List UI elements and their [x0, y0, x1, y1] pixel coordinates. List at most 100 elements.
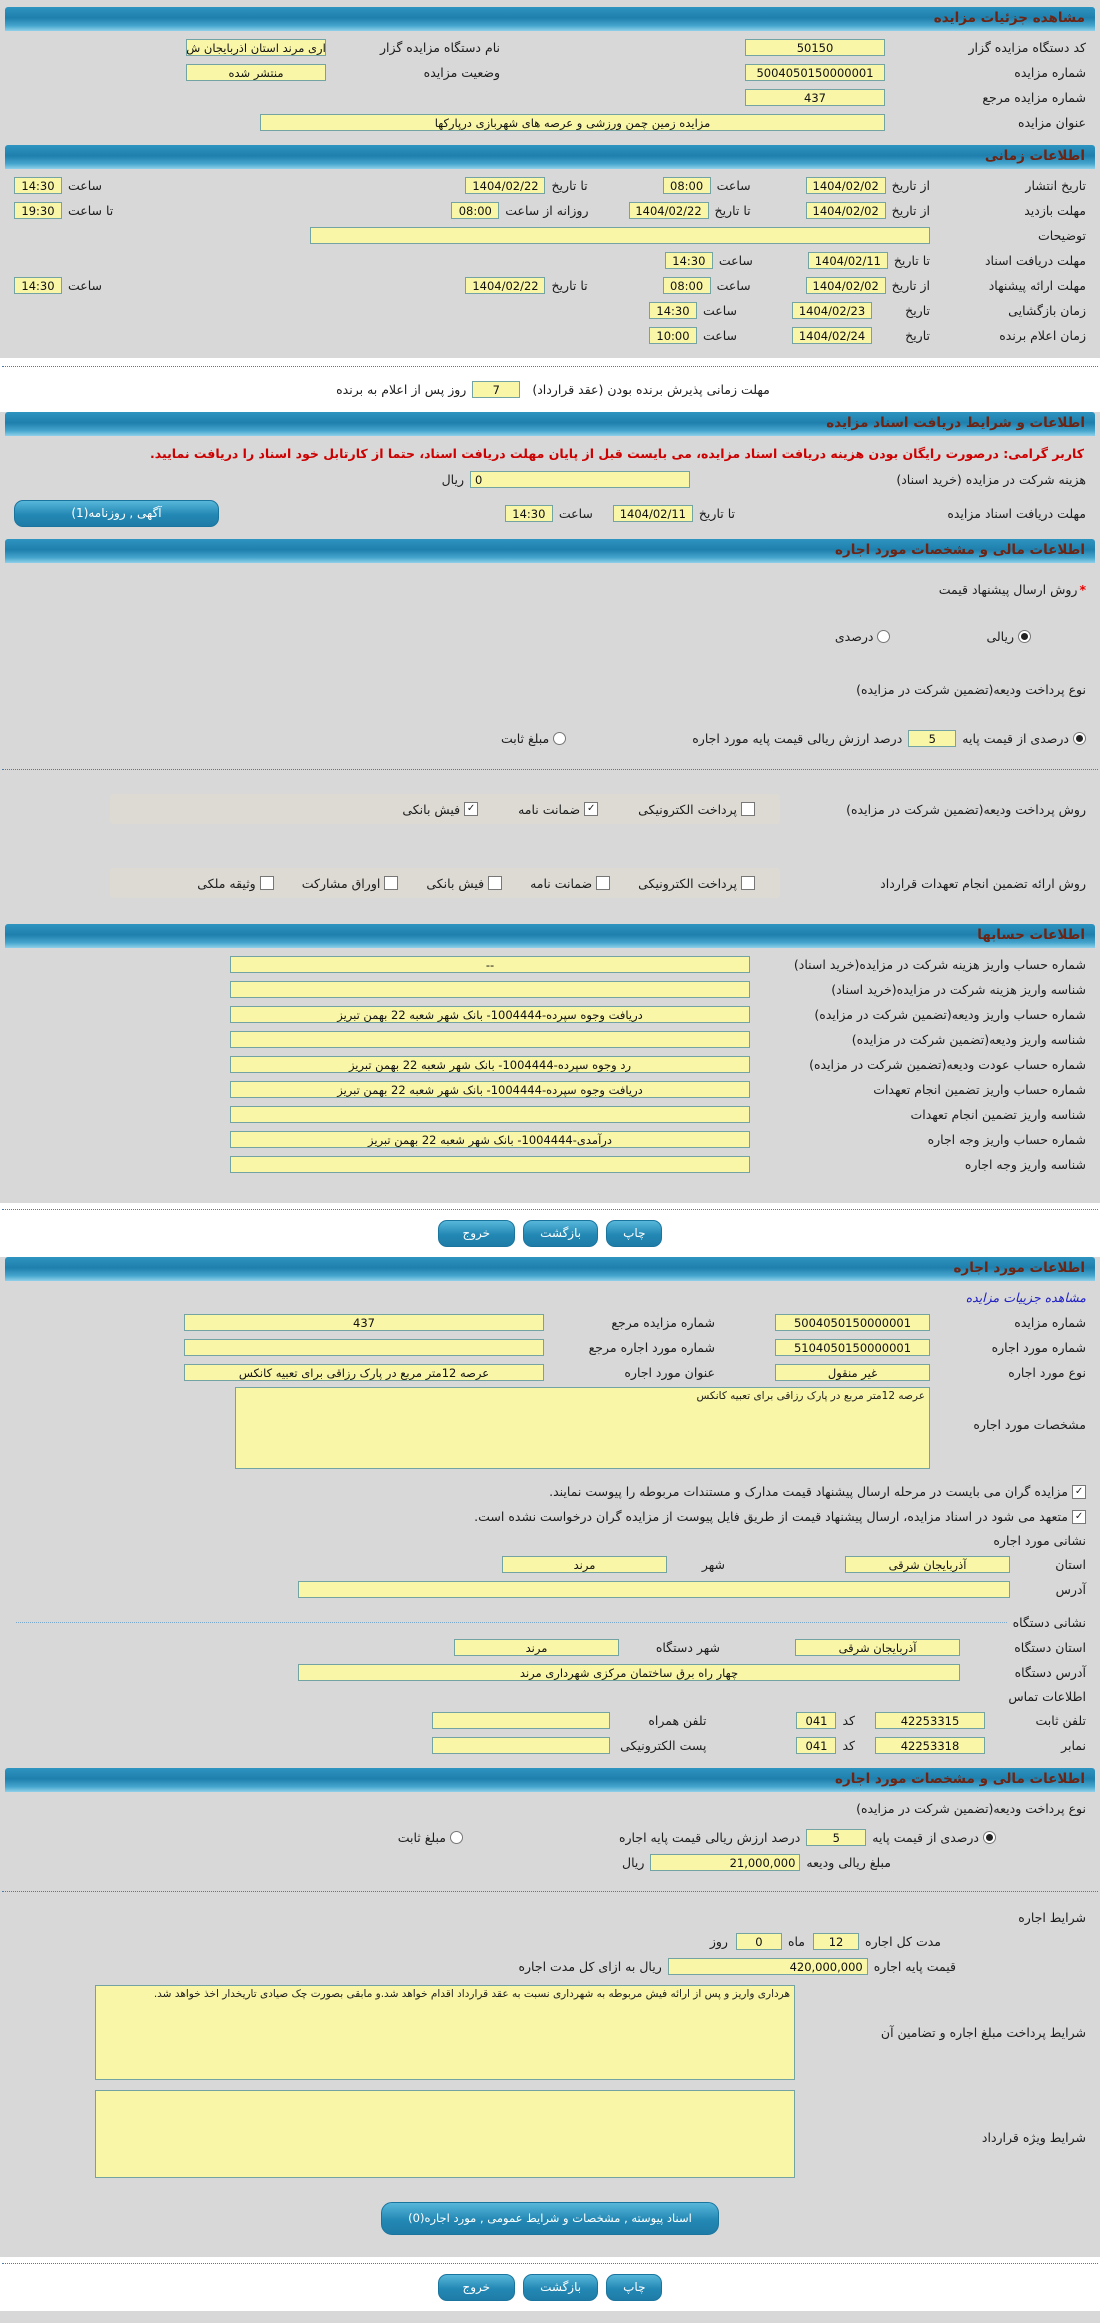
auction-ref-number-field[interactable]: 437	[745, 89, 885, 106]
account-row-field[interactable]: درآمدی-1004444- بانک شهر شعبه 22 بهمن تب…	[230, 1131, 750, 1148]
exit-button[interactable]: خروج	[437, 2274, 516, 2301]
electronic-payment-label: پرداخت الکترونیکی	[638, 875, 737, 891]
city-field[interactable]: مرند	[502, 1556, 667, 1573]
deposit-percent-field[interactable]: 5	[806, 1829, 867, 1846]
view-auction-details-link[interactable]: مشاهده جزییات مزایده	[965, 1290, 1086, 1305]
docs-warning-text: کاربر گرامی: درصورت رایگان بودن هزینه در…	[150, 446, 1084, 461]
email-field[interactable]	[432, 1737, 611, 1754]
percent-of-base-radio[interactable]	[983, 1831, 996, 1844]
publish-from-date-field[interactable]: 1404/02/02	[805, 177, 886, 194]
account-row-label: شماره حساب واریز تضمین انجام تعهدات	[873, 1082, 1086, 1097]
financial-section-1: * روش ارسال پیشنهاد قیمت ریالی درصدی نوع…	[0, 563, 1100, 924]
rental-item-type-label: نوع مورد اجاره	[1008, 1365, 1086, 1380]
deposit-pay-method-label: روش پرداخت ودیعه(تضمین شرکت در مزایده)	[846, 801, 1086, 817]
percent-of-base-radio[interactable]	[1073, 732, 1086, 745]
property-collateral-checkbox[interactable]	[259, 876, 274, 890]
address-field[interactable]	[298, 1581, 1010, 1598]
guarantee-letter-checkbox[interactable]	[596, 876, 611, 890]
offer-from-date-field[interactable]: 1404/02/02	[805, 277, 886, 294]
auction-title-field[interactable]: مزایده زمین چمن ورزشی و عرصه های شهربازی…	[260, 114, 885, 131]
fixed-amount-radio[interactable]	[553, 732, 567, 745]
docs-receive-time-field[interactable]: 14:30	[664, 252, 713, 269]
account-row-field[interactable]: رد وجوه سپرده-1004444- بانک شهر شعبه 22 …	[230, 1056, 750, 1073]
print-button[interactable]: چاپ	[606, 2274, 663, 2301]
publish-to-date-field[interactable]: 1404/02/22	[465, 177, 546, 194]
docs-deadline-time-field[interactable]: 14:30	[504, 505, 553, 522]
rental-item-specs-textarea[interactable]: عرصه 12متر مربع در پارک رزاقی برای تعبیه…	[235, 1387, 930, 1469]
rental-auction-number-field[interactable]: 5004050150000001	[775, 1314, 930, 1331]
account-row-field[interactable]: دریافت وجوه سپرده-1004444- بانک شهر شعبه…	[230, 1006, 750, 1023]
from-date-caption: از تاریخ	[891, 178, 930, 193]
payment-terms-textarea[interactable]: هرداری واریز و پس از ارائه فیش مربوطه به…	[95, 1985, 795, 2080]
description-field[interactable]	[310, 227, 930, 244]
visit-from-time-field[interactable]: 08:00	[451, 202, 500, 219]
attached-docs-button[interactable]: اسناد پیوسته , مشخصات و شرایط عمومی , مو…	[381, 2202, 719, 2235]
guarantee-letter-checkbox[interactable]	[584, 802, 599, 816]
bidder-org-code-field[interactable]: 50150	[745, 39, 885, 56]
visit-to-time-field[interactable]: 19:30	[14, 202, 62, 219]
rental-item-number-field[interactable]: 5104050150000001	[775, 1339, 930, 1356]
base-price-field[interactable]: 420,000,000	[667, 1958, 868, 1975]
special-terms-textarea[interactable]	[95, 2090, 795, 2178]
account-row-label: شماره حساب واریز ودیعه(تضمین شرکت در مزا…	[814, 1007, 1086, 1022]
winner-date-field[interactable]: 1404/02/24	[792, 327, 872, 344]
rental-item-type-field[interactable]: غیر منقول	[775, 1364, 930, 1381]
device-city-field[interactable]: مرند	[454, 1639, 619, 1656]
rental-item-title-field[interactable]: عرصه 12متر مربع در پارک رزاقی برای تعبیه…	[184, 1364, 544, 1381]
account-row-field[interactable]	[230, 1156, 750, 1173]
back-button[interactable]: بازگشت	[523, 1220, 599, 1247]
area-code-field[interactable]: 041	[796, 1712, 837, 1729]
province-field[interactable]: آذربایجان شرقی	[845, 1556, 1010, 1573]
account-row-field[interactable]	[230, 1106, 750, 1123]
attach-docs-required-checkbox[interactable]	[1072, 1484, 1086, 1499]
docs-receive-date-field[interactable]: 1404/02/11	[807, 252, 888, 269]
duration-months-field[interactable]: 12	[813, 1933, 860, 1950]
publish-to-time-field[interactable]: 14:30	[14, 177, 62, 194]
device-address-field[interactable]: چهار راه برق ساختمان مرکزی شهرداری مرند	[298, 1664, 960, 1681]
back-button[interactable]: بازگشت	[523, 2274, 599, 2301]
account-row-field[interactable]: دریافت وجوه سپرده-1004444- بانک شهر شعبه…	[230, 1081, 750, 1098]
electronic-payment-checkbox[interactable]	[741, 876, 755, 890]
winner-accept-days-field[interactable]: 7	[472, 381, 521, 398]
offer-to-time-field[interactable]: 14:30	[14, 277, 62, 294]
docs-deadline-date-field[interactable]: 1404/02/11	[612, 505, 693, 522]
exit-button[interactable]: خروج	[437, 1220, 516, 1247]
landline-field[interactable]: 42253315	[875, 1712, 985, 1729]
account-row-field[interactable]	[230, 1031, 750, 1048]
offer-to-date-field[interactable]: 1404/02/22	[465, 277, 546, 294]
deposit-pay-method-band: پرداخت الکترونیکی ضمانت نامه فیش بانکی	[110, 794, 780, 824]
deposit-amount-field[interactable]: 21,000,000	[650, 1854, 801, 1871]
publish-from-time-field[interactable]: 08:00	[662, 177, 711, 194]
account-row-field[interactable]: --	[230, 956, 750, 973]
auction-status-field[interactable]: منتشر شده	[186, 64, 326, 81]
account-row-field[interactable]	[230, 981, 750, 998]
fax-field[interactable]: 42253318	[875, 1737, 985, 1754]
print-button[interactable]: چاپ	[606, 1220, 663, 1247]
docs-deadline-label: مهلت دریافت اسناد مزایده	[947, 506, 1086, 521]
opening-time-field[interactable]: 14:30	[648, 302, 697, 319]
visit-from-date-field[interactable]: 1404/02/02	[805, 202, 886, 219]
visit-to-date-field[interactable]: 1404/02/22	[628, 202, 709, 219]
device-province-field[interactable]: آذربایجان شرقی	[795, 1639, 960, 1656]
rial-radio[interactable]	[1018, 630, 1031, 643]
opening-date-field[interactable]: 1404/02/23	[792, 302, 872, 319]
bank-receipt-checkbox[interactable]	[488, 876, 503, 890]
deposit-percent-field[interactable]: 5	[908, 730, 957, 747]
percent-radio[interactable]	[877, 630, 891, 643]
auction-number-field[interactable]: 5004050150000001	[745, 64, 885, 81]
rental-item-ref-field[interactable]	[184, 1339, 544, 1356]
rental-auction-ref-field[interactable]: 437	[184, 1314, 544, 1331]
duration-days-field[interactable]: 0	[735, 1933, 782, 1950]
mobile-field[interactable]	[432, 1712, 611, 1729]
electronic-payment-checkbox[interactable]	[741, 802, 755, 816]
fax-code-field[interactable]: 041	[796, 1737, 837, 1754]
offer-from-time-field[interactable]: 08:00	[662, 277, 711, 294]
participation-bonds-checkbox[interactable]	[384, 876, 399, 890]
fixed-amount-radio[interactable]	[449, 1831, 463, 1844]
newspaper-ad-button[interactable]: آگهی , روزنامه(1)	[14, 500, 219, 527]
bidder-org-name-field[interactable]: اری مرند استان اذربایجان ش	[186, 39, 326, 56]
no-attachment-request-checkbox[interactable]	[1072, 1509, 1086, 1524]
winner-time-field[interactable]: 10:00	[648, 327, 697, 344]
bank-receipt-checkbox[interactable]	[464, 802, 479, 816]
participation-fee-field[interactable]: 0	[470, 471, 690, 488]
